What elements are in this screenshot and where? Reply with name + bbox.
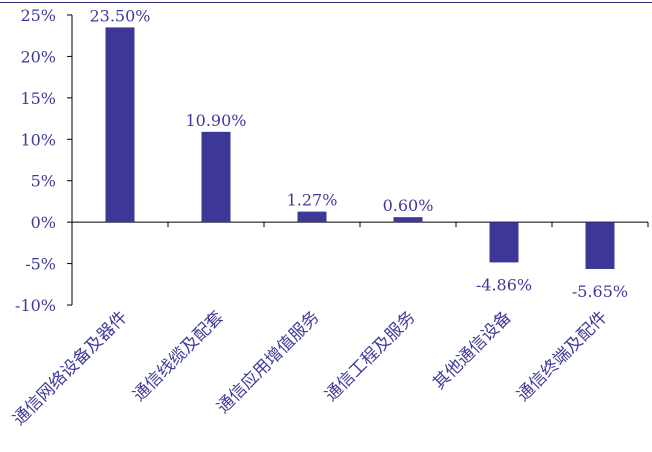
category-label: 其他通信设备	[429, 307, 515, 393]
data-label: 1.27%	[287, 191, 338, 210]
y-tick-label: 20%	[20, 47, 56, 66]
category-label: 通信工程及服务	[321, 307, 419, 405]
y-tick-label: -5%	[25, 255, 56, 274]
y-tick-label: 25%	[20, 6, 56, 25]
bar	[297, 211, 327, 223]
bar	[105, 27, 135, 223]
y-tick-label: 10%	[20, 130, 56, 149]
bar	[585, 222, 615, 269]
category-label: 通信网络设备及器件	[9, 307, 131, 429]
data-label: 10.90%	[185, 111, 246, 130]
bar	[489, 222, 519, 263]
y-tick-label: -10%	[15, 296, 56, 315]
data-label: 0.60%	[383, 196, 434, 215]
data-label: -4.86%	[476, 275, 532, 294]
bar	[393, 217, 423, 223]
top-border-line	[0, 2, 652, 3]
category-label: 通信应用增值服务	[213, 307, 323, 417]
y-tick-label: 0%	[31, 213, 56, 232]
y-tick-label: 5%	[31, 172, 56, 191]
category-label: 通信终端及配件	[513, 307, 611, 405]
data-label: 23.50%	[89, 6, 150, 25]
data-label: -5.65%	[572, 282, 628, 301]
category-label: 通信线缆及配套	[129, 307, 227, 405]
bar	[201, 131, 231, 223]
y-tick-label: 15%	[20, 89, 56, 108]
